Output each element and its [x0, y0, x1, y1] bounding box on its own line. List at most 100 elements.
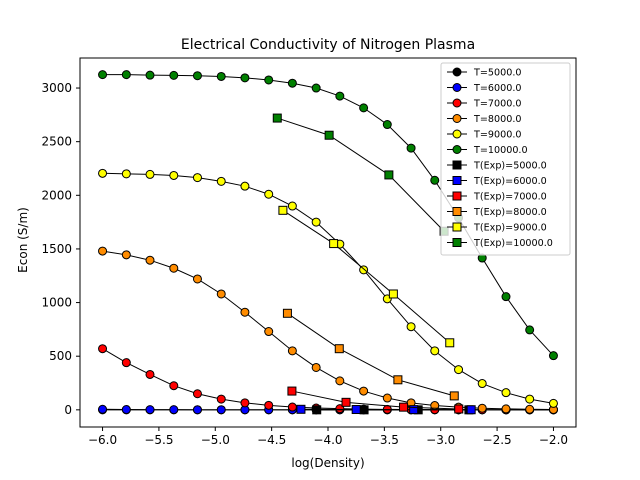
- legend-label: T=6000.0: [473, 83, 521, 94]
- data-point: [449, 391, 459, 401]
- data-point: [98, 344, 108, 354]
- series-line: [277, 117, 445, 232]
- series-T(Exp)=9000.0: [278, 205, 455, 348]
- data-point: [287, 201, 297, 211]
- data-point: [287, 386, 297, 396]
- data-point: [121, 250, 131, 260]
- series-T(Exp)=7000.0: [287, 386, 464, 414]
- data-point: [240, 307, 250, 317]
- data-point: [406, 143, 416, 153]
- y-tick-label: 3000: [41, 81, 72, 95]
- series-T(Exp)=6000.0: [296, 404, 476, 415]
- data-point: [192, 274, 202, 284]
- data-point: [98, 246, 108, 256]
- data-point: [169, 263, 179, 273]
- data-point: [359, 103, 369, 113]
- legend-marker: [452, 176, 462, 185]
- data-point: [341, 397, 351, 407]
- legend-item: T(Exp)=10000.0: [447, 238, 553, 249]
- data-point: [501, 292, 511, 302]
- data-point: [216, 176, 226, 186]
- legend-label: T(Exp)=5000.0: [473, 161, 547, 172]
- data-point: [264, 189, 274, 199]
- data-point: [98, 70, 108, 80]
- data-point: [296, 404, 306, 414]
- legend-item: T=10000.0: [447, 145, 528, 156]
- legend-marker: [452, 98, 462, 108]
- data-point: [272, 113, 282, 123]
- y-tick-label: 1500: [41, 242, 72, 256]
- data-point: [388, 289, 398, 299]
- x-tick-label: −3.5: [370, 433, 399, 447]
- data-point: [121, 169, 131, 179]
- y-tick-label: 1000: [41, 296, 72, 310]
- data-point: [216, 289, 226, 299]
- legend-label: T(Exp)=6000.0: [473, 176, 547, 187]
- data-point: [406, 322, 416, 332]
- x-tick-label: −5.0: [201, 433, 230, 447]
- data-point: [264, 400, 274, 410]
- data-point: [287, 346, 297, 356]
- series-T=8000.0: [98, 246, 558, 415]
- data-point: [169, 405, 179, 415]
- data-point: [409, 405, 419, 415]
- data-point: [382, 393, 392, 403]
- data-point: [264, 75, 274, 85]
- series-line: [291, 390, 459, 410]
- legend-item: T(Exp)=5000.0: [447, 160, 547, 172]
- data-point: [430, 346, 440, 356]
- legend-label: T(Exp)=10000.0: [473, 238, 553, 249]
- legend-marker: [452, 114, 462, 123]
- data-point: [525, 325, 535, 335]
- data-point: [145, 369, 155, 379]
- y-tick-label: 2000: [41, 188, 72, 202]
- data-point: [98, 404, 108, 414]
- legend-label: T=7000.0: [473, 99, 521, 110]
- legend-item: T=9000.0: [447, 129, 521, 141]
- data-point: [145, 70, 155, 80]
- x-tick-label: −5.5: [144, 433, 173, 447]
- data-point: [145, 405, 155, 415]
- data-point: [430, 175, 440, 185]
- data-point: [216, 394, 226, 404]
- y-tick-label: 0: [64, 403, 72, 417]
- data-point: [192, 71, 202, 81]
- legend-label: T(Exp)=7000.0: [473, 192, 547, 203]
- legend-item: T(Exp)=8000.0: [447, 207, 547, 218]
- data-point: [240, 398, 250, 408]
- legend-marker: [452, 83, 462, 92]
- data-point: [121, 405, 131, 415]
- data-point: [169, 70, 179, 80]
- data-point: [192, 389, 202, 399]
- data-point: [382, 120, 392, 130]
- data-point: [121, 358, 131, 368]
- data-point: [501, 388, 511, 398]
- x-tick-label: −3.0: [426, 433, 455, 447]
- data-point: [121, 70, 131, 80]
- data-point: [282, 308, 292, 318]
- legend: T=5000.0 T=6000.0 T=7000.0 T=8000.0 T=9000.0…: [440, 62, 571, 256]
- data-point: [329, 239, 339, 249]
- legend-item: T=8000.0: [447, 114, 521, 125]
- legend-marker: [452, 160, 462, 170]
- legend-marker: [452, 191, 462, 201]
- x-tick-label: −2.0: [539, 433, 568, 447]
- legend-marker: [452, 129, 462, 139]
- series-T(Exp)=8000.0: [282, 308, 459, 401]
- data-point: [264, 327, 274, 337]
- x-axis-label: log(Density): [291, 456, 364, 470]
- data-point: [466, 405, 476, 415]
- legend-label: T=10000.0: [473, 145, 528, 156]
- data-point: [311, 362, 321, 372]
- y-tick-label: 500: [49, 349, 72, 363]
- data-point: [287, 78, 297, 88]
- series-line: [282, 209, 451, 344]
- data-point: [311, 83, 321, 93]
- data-point: [287, 402, 297, 412]
- data-point: [145, 169, 155, 179]
- data-point: [477, 403, 487, 413]
- data-point: [240, 181, 250, 191]
- data-point: [548, 398, 558, 408]
- data-point: [359, 386, 369, 396]
